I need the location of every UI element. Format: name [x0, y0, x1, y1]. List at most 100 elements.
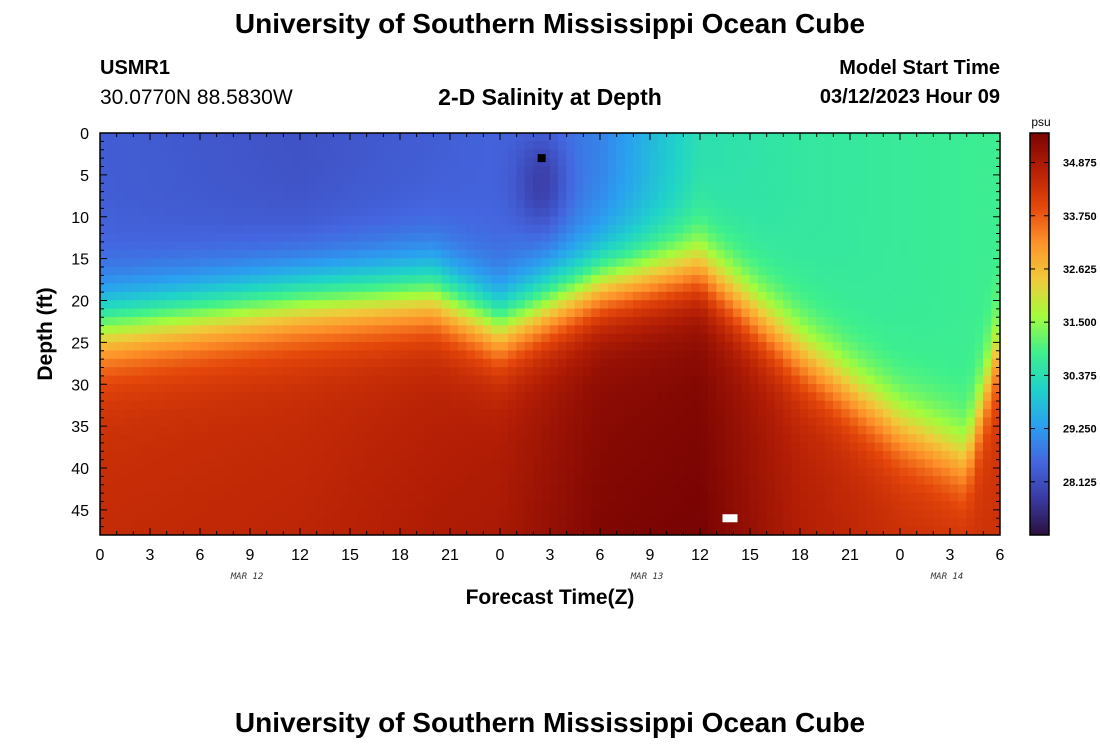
heatmap-cell: [224, 375, 234, 385]
heatmap-cell: [891, 467, 901, 477]
heatmap-cell: [941, 291, 951, 301]
heatmap-cell: [591, 392, 601, 402]
heatmap-cell: [516, 442, 526, 452]
heatmap-cell: [766, 266, 776, 276]
heatmap-cell: [891, 308, 901, 318]
heatmap-cell: [666, 300, 676, 310]
heatmap-cell: [866, 450, 876, 460]
heatmap-cell: [883, 266, 892, 276]
heatmap-cell: [666, 166, 676, 176]
heatmap-cell: [383, 132, 392, 142]
heatmap-cell: [458, 174, 467, 184]
heatmap-cell: [774, 367, 784, 377]
heatmap-cell: [674, 166, 684, 176]
heatmap-cell: [249, 367, 259, 377]
heatmap-cell: [583, 249, 592, 259]
heatmap-cell: [766, 275, 776, 285]
heatmap-cell: [808, 266, 817, 276]
heatmap-cell: [708, 291, 717, 301]
heatmap-cell: [124, 517, 134, 527]
heatmap-cell: [599, 266, 609, 276]
heatmap-cell: [316, 526, 326, 536]
heatmap-cell: [558, 199, 567, 209]
heatmap-cell: [433, 266, 442, 276]
heatmap-cell: [666, 476, 676, 486]
heatmap-cell: [558, 476, 567, 486]
heatmap-cell: [424, 191, 434, 201]
heatmap-cell: [341, 392, 351, 402]
heatmap-cell: [433, 442, 442, 452]
heatmap-cell: [516, 149, 526, 159]
heatmap-cell: [758, 174, 767, 184]
heatmap-cell: [166, 367, 176, 377]
heatmap-cell: [349, 509, 359, 519]
heatmap-cell: [424, 216, 434, 226]
heatmap-cell: [258, 208, 267, 218]
heatmap-cell: [866, 517, 876, 527]
heatmap-cell: [158, 350, 167, 360]
heatmap-cell: [758, 266, 767, 276]
heatmap-cell: [483, 333, 492, 343]
heatmap-cell: [149, 526, 159, 536]
heatmap-cell: [941, 459, 951, 469]
heatmap-cell: [408, 224, 417, 234]
heatmap-cell: [799, 526, 809, 536]
heatmap-cell: [549, 283, 559, 293]
heatmap-cell: [416, 383, 426, 393]
heatmap-cell: [374, 241, 384, 251]
heatmap-cell: [608, 492, 617, 502]
heatmap-cell: [174, 476, 184, 486]
heatmap-cell: [491, 425, 501, 435]
heatmap-cell: [741, 216, 751, 226]
heatmap-cell: [708, 392, 717, 402]
heatmap-cell: [549, 350, 559, 360]
heatmap-cell: [558, 492, 567, 502]
heatmap-cell: [141, 233, 151, 243]
heatmap-cell: [258, 308, 267, 318]
heatmap-cell: [216, 166, 226, 176]
heatmap-cell: [191, 484, 201, 494]
heatmap-cell: [399, 216, 409, 226]
heatmap-cell: [699, 266, 709, 276]
heatmap-cell: [716, 241, 726, 251]
heatmap-cell: [849, 224, 859, 234]
heatmap-cell: [466, 492, 476, 502]
heatmap-cell: [283, 375, 292, 385]
heatmap-cell: [633, 342, 642, 352]
heatmap-cell: [299, 342, 309, 352]
heatmap-cell: [649, 517, 659, 527]
heatmap-cell: [474, 224, 484, 234]
heatmap-cell: [949, 409, 959, 419]
heatmap-cell: [841, 199, 851, 209]
heatmap-cell: [724, 417, 734, 427]
heatmap-cell: [958, 182, 967, 192]
heatmap-cell: [291, 425, 301, 435]
heatmap-cell: [341, 383, 351, 393]
heatmap-cell: [649, 492, 659, 502]
heatmap-cell: [416, 425, 426, 435]
heatmap-cell: [916, 358, 926, 368]
heatmap-cell: [441, 409, 451, 419]
heatmap-cell: [108, 191, 117, 201]
heatmap-cell: [766, 450, 776, 460]
heatmap-cell: [316, 517, 326, 527]
heatmap-cell: [708, 342, 717, 352]
heatmap-cell: [233, 291, 242, 301]
heatmap-cell: [224, 182, 234, 192]
heatmap-cell: [583, 300, 592, 310]
heatmap-cell: [224, 291, 234, 301]
heatmap-cell: [766, 233, 776, 243]
heatmap-cell: [341, 425, 351, 435]
heatmap-cell: [799, 467, 809, 477]
heatmap-cell: [433, 325, 442, 335]
heatmap-cell: [399, 149, 409, 159]
heatmap-cell: [158, 333, 167, 343]
heatmap-cell: [516, 350, 526, 360]
heatmap-cell: [383, 224, 392, 234]
heatmap-cell: [633, 224, 642, 234]
heatmap-cell: [499, 241, 509, 251]
heatmap-cell: [216, 224, 226, 234]
heatmap-cell: [533, 459, 542, 469]
heatmap-cell: [774, 291, 784, 301]
heatmap-cell: [174, 350, 184, 360]
